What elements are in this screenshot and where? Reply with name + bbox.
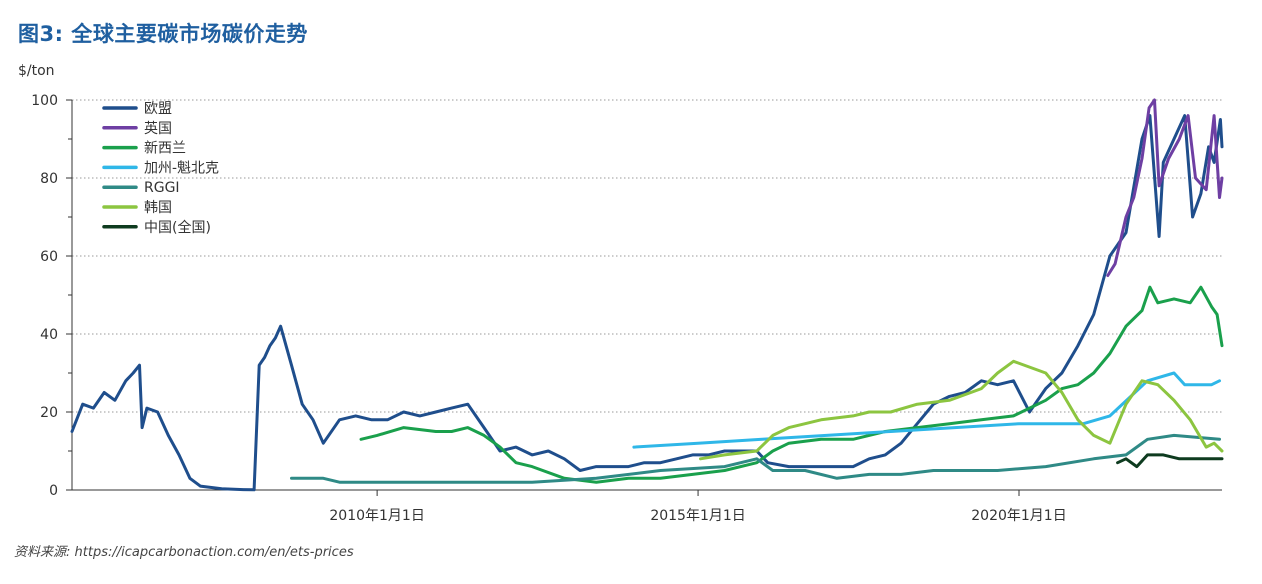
- y-tick-label: 40: [40, 327, 58, 343]
- x-tick-label: 2015年1月1日: [650, 508, 745, 524]
- series-line-3: [359, 285, 1224, 484]
- legend-label: 欧盟: [144, 101, 172, 117]
- legend-label: 加州-魁北克: [144, 160, 219, 176]
- x-tick-label: 2020年1月1日: [971, 508, 1066, 524]
- legend-label: 新西兰: [144, 141, 186, 157]
- axes: 0 20 40 60 80 100 $/ton 2010年1月1日 2015年1月1日 2020年…: [18, 63, 1222, 524]
- y-tick-label: 80: [40, 171, 58, 187]
- legend-label: RGGI: [144, 180, 180, 196]
- legend-label: 英国: [144, 120, 172, 137]
- y-tick-label: 100: [31, 93, 58, 109]
- y-tick-label: 0: [49, 483, 58, 499]
- series-line-7: [1116, 453, 1224, 469]
- series-line-1: [70, 114, 1224, 492]
- x-tick-label: 2010年1月1日: [329, 508, 424, 524]
- y-tick-label: 60: [40, 249, 58, 265]
- y-axis-unit: $/ton: [18, 63, 55, 79]
- series-line-2: [1106, 98, 1224, 277]
- series-line-4: [632, 371, 1221, 449]
- gridlines: [72, 99, 1222, 413]
- legend-label: 中国(全国): [144, 219, 211, 236]
- y-tick-label: 20: [40, 405, 58, 421]
- source-note: 资料来源: https://icapcarbonaction.com/en/et…: [14, 545, 354, 560]
- chart-title: 图3: 全球主要碳市场碳价走势: [18, 22, 308, 46]
- series-line-6: [699, 359, 1224, 461]
- series-lines: [70, 98, 1224, 492]
- legend-label: 韩国: [144, 200, 172, 216]
- series-line-5: [290, 433, 1221, 484]
